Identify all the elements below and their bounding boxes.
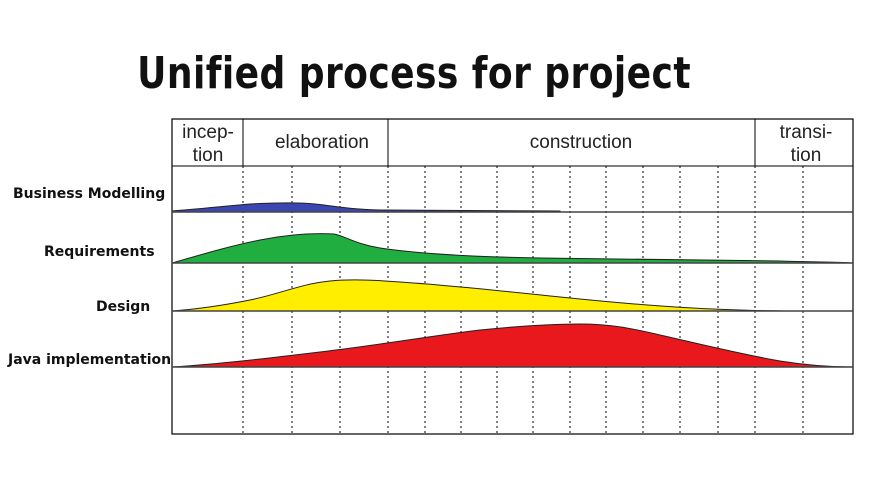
requirements-curve (171, 233, 854, 264)
phase-label-inception-1: incep- (182, 122, 234, 143)
phase-label-elaboration: elaboration (275, 132, 369, 153)
row-label-business-modelling: Business Modelling (13, 186, 166, 202)
phase-label-transition-1: transi- (780, 122, 833, 143)
phase-label-inception-2: tion (193, 145, 224, 166)
row-label-java-implementation: Java implementation (8, 352, 172, 368)
phase-label-transition-2: tion (791, 145, 822, 166)
row-label-design: Design (96, 299, 151, 315)
title-area: Unified process for project (0, 0, 896, 110)
java-implementation-curve (171, 323, 854, 368)
business-modelling-curve (171, 202, 561, 213)
phase-label-construction: construction (530, 132, 632, 153)
page-title: Unified process for project (137, 48, 692, 99)
design-curve (171, 279, 811, 312)
row-label-requirements: Requirements (44, 244, 155, 260)
diagram-frame (171, 118, 854, 435)
